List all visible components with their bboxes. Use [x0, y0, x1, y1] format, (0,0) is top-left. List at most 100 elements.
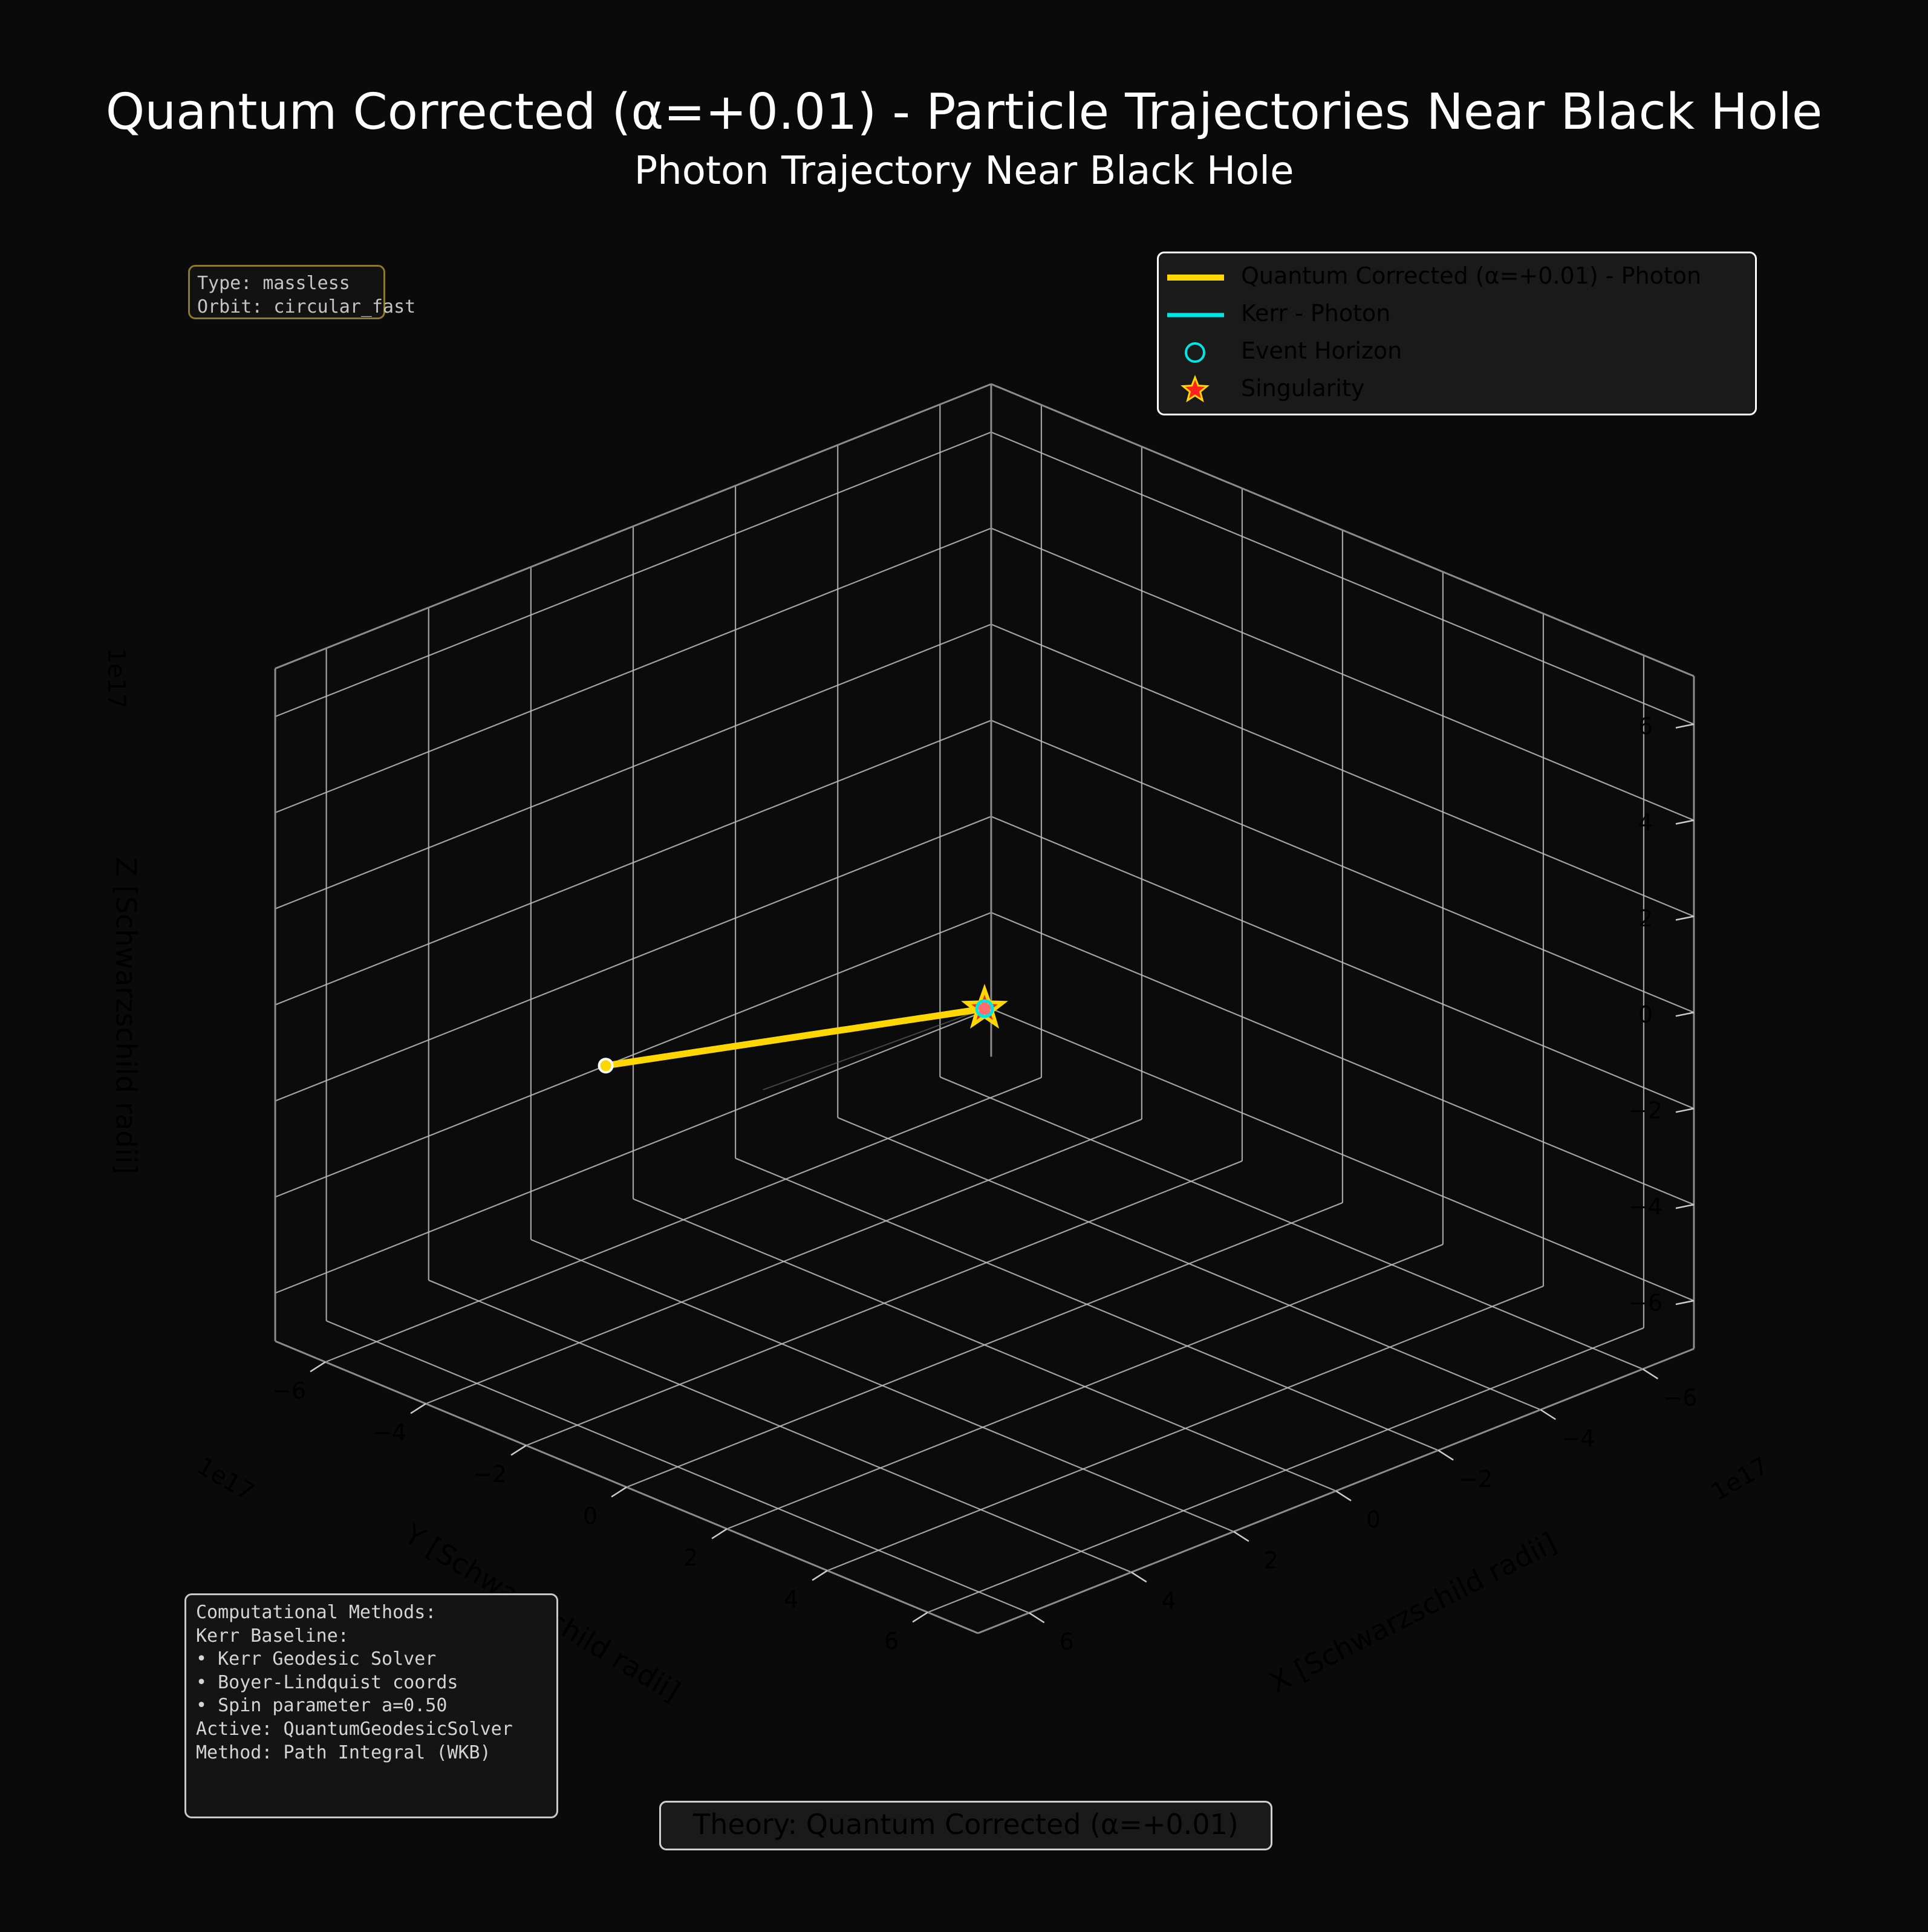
theory-label: Theory: Quantum Corrected (α=+0.01): [693, 1808, 1239, 1841]
legend-circle-icon: [1185, 342, 1205, 363]
x-tick-label: −2: [1459, 1466, 1493, 1492]
trajectory-endpoint: [598, 1058, 614, 1074]
methods-line-spin: • Spin parameter a=0.50: [196, 1695, 448, 1717]
axis-edge: [991, 383, 1695, 677]
x-axis-label: X [Schwarzschild radii]: [1265, 1526, 1562, 1699]
grid-line: [991, 527, 1695, 821]
x-tick-label: 4: [1162, 1588, 1176, 1615]
legend-item-singularity: Singularity: [1159, 371, 1751, 407]
y-axis-multiplier: 1e17: [192, 1452, 259, 1506]
y-tick-label: 2: [683, 1544, 698, 1571]
methods-line-coords: • Boyer-Lindquist coords: [196, 1671, 458, 1693]
grid-line: [991, 623, 1695, 917]
z-tick-label: 4: [1638, 809, 1653, 836]
markers: [961, 984, 1008, 1029]
x-tick: [1335, 1490, 1352, 1501]
z-tick: [1675, 1107, 1695, 1113]
methods-line-solver: • Kerr Geodesic Solver: [196, 1648, 437, 1670]
y-tick: [611, 1486, 627, 1498]
x-tick-label: 6: [1060, 1628, 1074, 1655]
y-tick-label: −4: [373, 1419, 406, 1446]
trajectories: [598, 1005, 988, 1091]
legend-star-icon: [1181, 374, 1210, 403]
legend-item-horizon: Event Horizon: [1159, 333, 1751, 369]
y-tick-label: 4: [784, 1586, 798, 1613]
legend-label-horizon: Event Horizon: [1241, 337, 1402, 364]
z-tick: [1675, 916, 1695, 921]
grid-line: [275, 527, 992, 813]
z-tick-label: 2: [1638, 905, 1653, 932]
x-tick: [1131, 1571, 1147, 1583]
particle-info-box: Type: massless Orbit: circular_fast: [188, 265, 416, 319]
chart-subtitle: Photon Trajectory Near Black Hole: [634, 149, 1294, 194]
grid-line: [827, 1285, 1544, 1572]
tick-marks: [310, 723, 1695, 1624]
y-tick: [812, 1570, 828, 1581]
x-tick: [1540, 1409, 1556, 1420]
grid-line: [275, 720, 992, 1006]
y-tick-label: −6: [272, 1377, 306, 1404]
grid-line: [927, 1327, 1644, 1613]
z-tick: [1675, 819, 1695, 825]
grid-line: [326, 1320, 1030, 1614]
z-tick: [1675, 1203, 1695, 1209]
trajectory-0: [602, 1005, 988, 1069]
grid-line: [991, 720, 1695, 1013]
figure-title: Quantum Corrected (α=+0.01) - Particle T…: [105, 83, 1823, 141]
event-horizon-marker: [975, 999, 994, 1018]
computational-methods-box: Computational Methods: Kerr Baseline: • …: [184, 1593, 558, 1818]
y-tick-label: −2: [473, 1461, 507, 1488]
z-axis-multiplier: 1e17: [102, 648, 130, 709]
z-tick-label: −6: [1629, 1290, 1663, 1316]
y-tick: [310, 1361, 326, 1373]
legend: Quantum Corrected (α=+0.01) - Photon Ker…: [1157, 252, 1757, 415]
grid-lines: [275, 404, 1695, 1614]
grid-line: [530, 1238, 1234, 1532]
grid-line: [428, 1280, 1132, 1573]
x-tick: [1233, 1530, 1249, 1542]
z-tick: [1675, 1299, 1695, 1306]
z-tick: [1675, 1012, 1695, 1017]
z-tick-label: −2: [1629, 1098, 1663, 1124]
legend-label-kerr: Kerr - Photon: [1241, 300, 1391, 327]
y-tick: [410, 1403, 426, 1414]
legend-item-kerr: Kerr - Photon: [1159, 296, 1751, 332]
z-tick-label: −4: [1629, 1194, 1663, 1220]
z-axis-label: Z [Schwarzschild radii]: [110, 857, 143, 1174]
info-line-orbit: Orbit: circular_fast: [197, 296, 416, 317]
x-tick: [1642, 1368, 1659, 1380]
x-tick: [1028, 1612, 1045, 1624]
methods-line-heading: Computational Methods:: [196, 1602, 437, 1623]
z-tick-label: 0: [1638, 1001, 1653, 1028]
trajectory-shadow: [763, 1008, 985, 1091]
z-tick-label: 6: [1638, 713, 1653, 740]
z-tick: [1675, 723, 1695, 729]
x-tick-label: 0: [1366, 1506, 1381, 1533]
methods-line-active: Active: QuantumGeodesicSolver: [196, 1718, 513, 1740]
legend-label-quantum: Quantum Corrected (α=+0.01) - Photon: [1241, 262, 1702, 289]
methods-line-method: Method: Path Integral (WKB): [196, 1742, 491, 1763]
x-tick-label: −4: [1561, 1425, 1595, 1452]
methods-line-kerr-baseline: Kerr Baseline:: [196, 1625, 349, 1647]
grid-line: [991, 431, 1695, 725]
grid-line: [275, 431, 992, 718]
grid-line: [275, 623, 992, 909]
y-tick-label: 0: [583, 1503, 598, 1529]
legend-item-quantum: Quantum Corrected (α=+0.01) - Photon: [1159, 258, 1751, 294]
x-tick-label: 2: [1264, 1547, 1278, 1573]
axis-edge: [275, 383, 992, 669]
legend-line-kerr: [1167, 313, 1224, 317]
legend-label-singularity: Singularity: [1241, 375, 1365, 402]
y-tick-label: 6: [884, 1628, 899, 1654]
y-tick: [711, 1528, 728, 1540]
info-line-type: Type: massless: [197, 273, 350, 294]
x-axis-multiplier: 1e17: [1707, 1452, 1773, 1506]
grid-line: [726, 1243, 1444, 1530]
theory-label-box: Theory: Quantum Corrected (α=+0.01): [659, 1801, 1272, 1850]
y-tick: [510, 1445, 527, 1456]
y-tick: [912, 1612, 928, 1623]
x-tick: [1438, 1449, 1454, 1461]
x-tick-label: −6: [1663, 1385, 1697, 1411]
grid-line: [626, 1202, 1343, 1488]
